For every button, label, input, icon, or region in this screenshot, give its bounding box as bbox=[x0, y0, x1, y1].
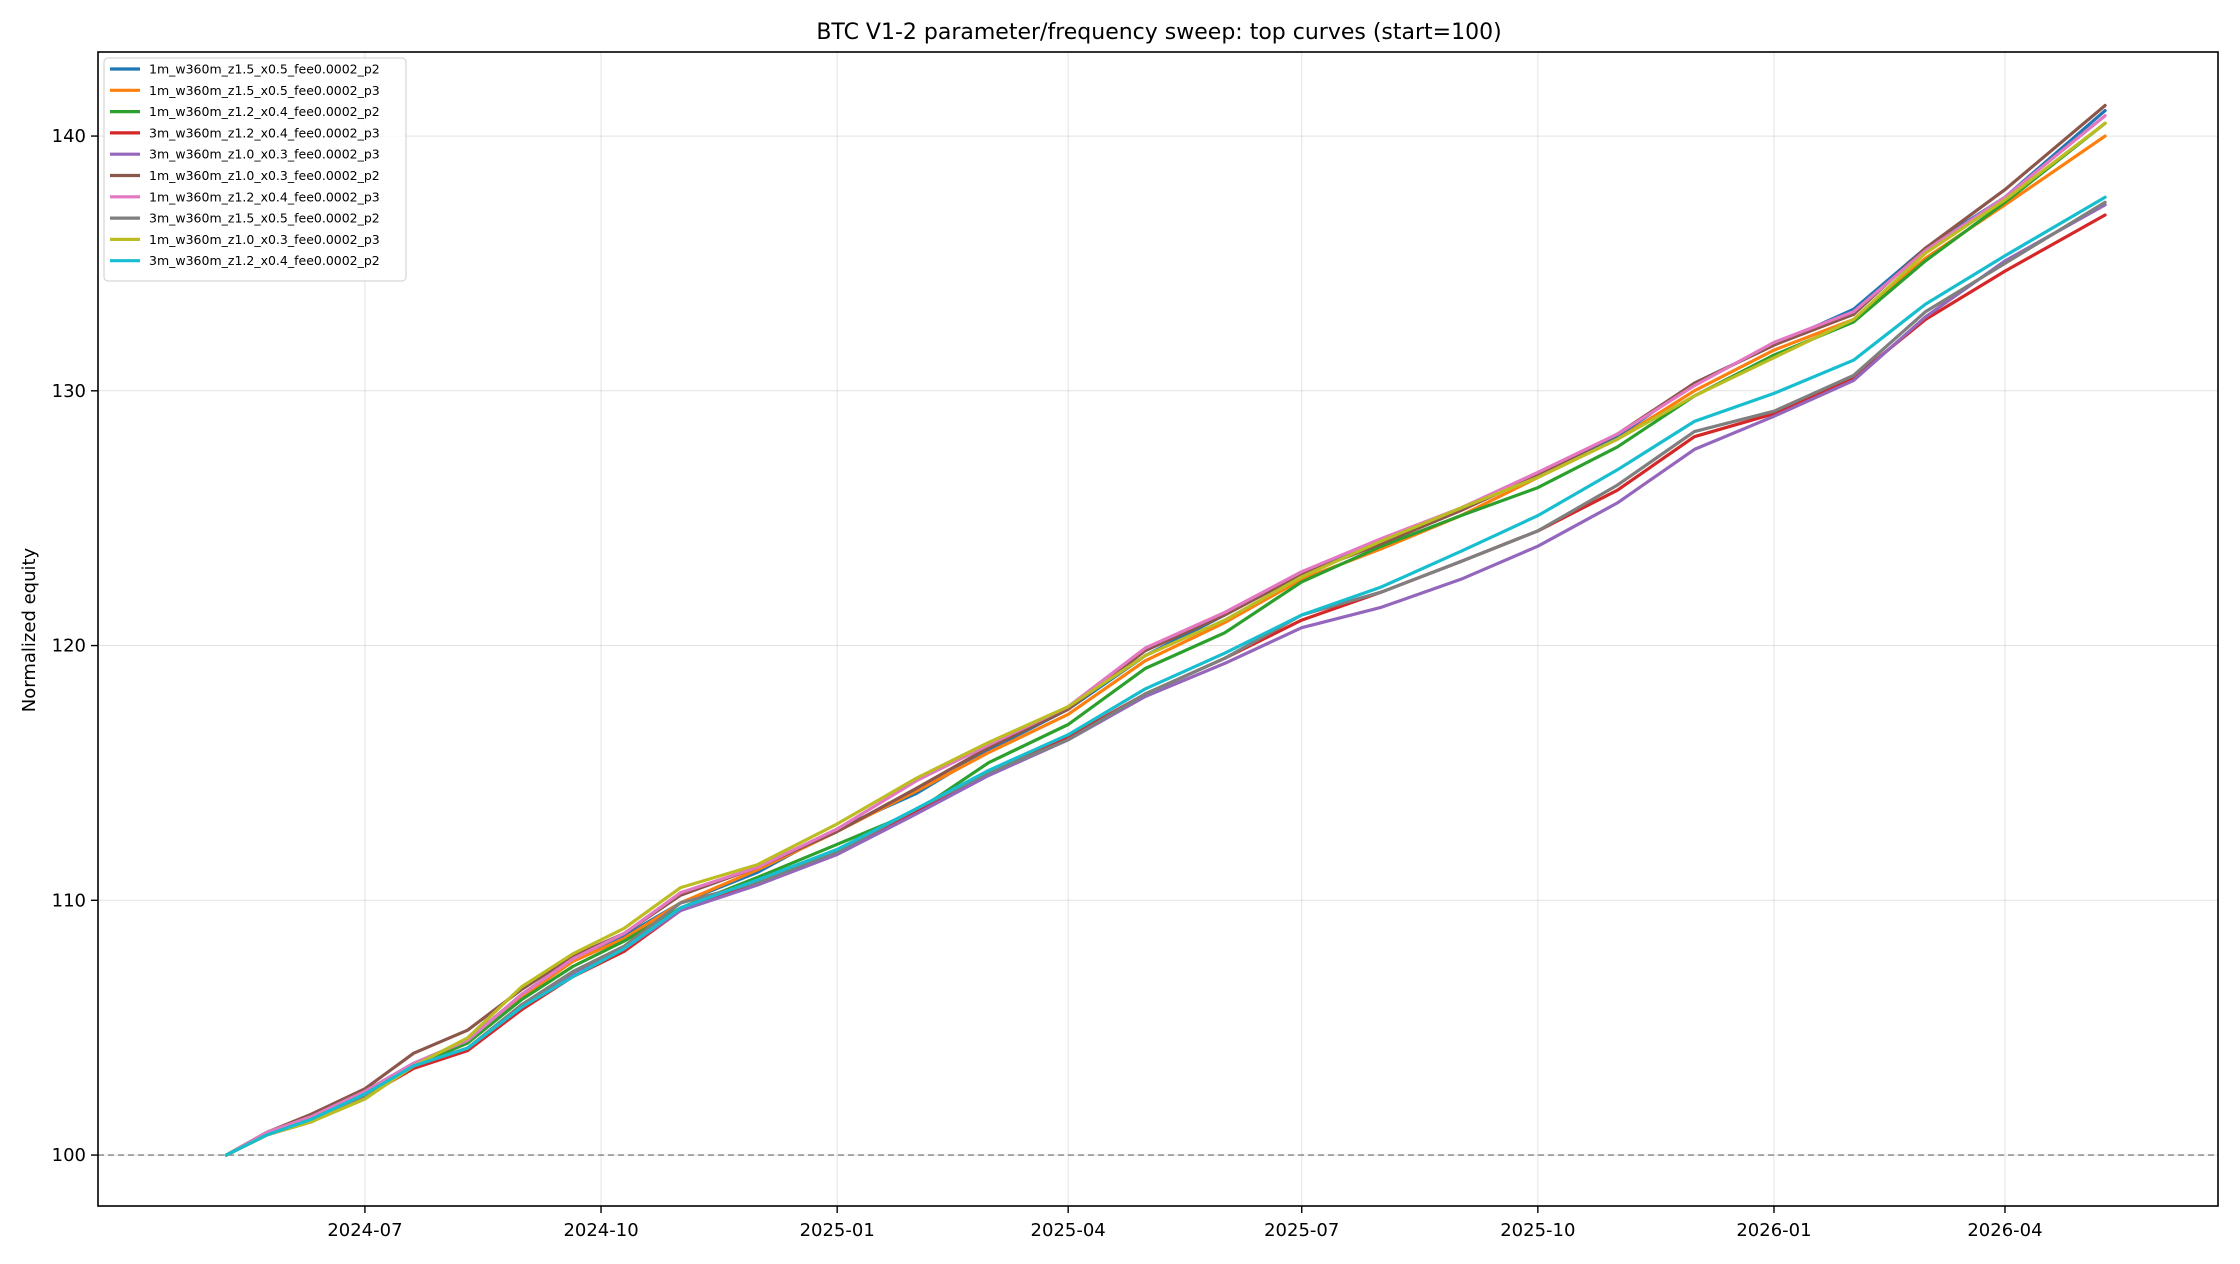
x-tick-label: 2025-10 bbox=[1500, 1220, 1575, 1241]
x-tick-label: 2025-01 bbox=[800, 1220, 875, 1241]
legend-entry-label: 3m_w360m_z1.2_x0.4_fee0.0002_p3 bbox=[149, 125, 380, 140]
x-tick-label: 2026-01 bbox=[1736, 1220, 1811, 1241]
x-tick-label: 2024-07 bbox=[327, 1220, 402, 1241]
legend: 1m_w360m_z1.5_x0.5_fee0.0002_p2 1m_w360m_… bbox=[103, 57, 407, 282]
y-tick-label: 140 bbox=[52, 126, 86, 147]
chart-title: BTC V1-2 parameter/frequency sweep: top … bbox=[816, 20, 1501, 45]
legend-entry-label: 1m_w360m_z1.5_x0.5_fee0.0002_p2 bbox=[149, 62, 380, 77]
y-tick-label: 110 bbox=[52, 890, 86, 911]
legend-entry-label: 3m_w360m_z1.0_x0.3_fee0.0002_p3 bbox=[149, 147, 380, 162]
x-tick-label: 2025-07 bbox=[1264, 1220, 1339, 1241]
x-tick-label: 2024-10 bbox=[563, 1220, 638, 1241]
y-tick-label: 100 bbox=[52, 1145, 86, 1166]
x-tick-label: 2025-04 bbox=[1031, 1220, 1106, 1241]
x-axis: 2024-07 2024-10 2025-01 2025-04 2025-07 2025-… bbox=[327, 1206, 2043, 1241]
legend-entry-label: 3m_w360m_z1.5_x0.5_fee0.0002_p2 bbox=[149, 211, 380, 226]
series-layer bbox=[224, 103, 2107, 1157]
y-tick-label: 120 bbox=[52, 636, 86, 657]
y-axis: 100 110 120 130 140 bbox=[52, 126, 98, 1166]
legend-entry-label: 1m_w360m_z1.0_x0.3_fee0.0002_p2 bbox=[149, 168, 380, 183]
y-tick-label: 130 bbox=[52, 381, 86, 402]
legend-entry-label: 1m_w360m_z1.0_x0.3_fee0.0002_p3 bbox=[149, 232, 380, 247]
legend-entry-label: 1m_w360m_z1.2_x0.4_fee0.0002_p2 bbox=[149, 104, 380, 119]
legend-entry-label: 1m_w360m_z1.5_x0.5_fee0.0002_p3 bbox=[149, 83, 380, 98]
series-line-1m_w360m_z1.0_x0.3_fee0.0002_p3 bbox=[224, 121, 2107, 1157]
legend-entry-label: 1m_w360m_z1.2_x0.4_fee0.0002_p3 bbox=[149, 189, 380, 204]
series-line-3m_w360m_z1.2_x0.4_fee0.0002_p2 bbox=[224, 195, 2107, 1157]
y-axis-label: Normalized equity bbox=[19, 547, 40, 712]
x-tick-label: 2026-04 bbox=[1967, 1220, 2042, 1241]
plot-frame bbox=[97, 51, 2219, 1207]
legend-entry-label: 3m_w360m_z1.2_x0.4_fee0.0002_p2 bbox=[149, 253, 380, 268]
legend-box bbox=[103, 57, 407, 282]
